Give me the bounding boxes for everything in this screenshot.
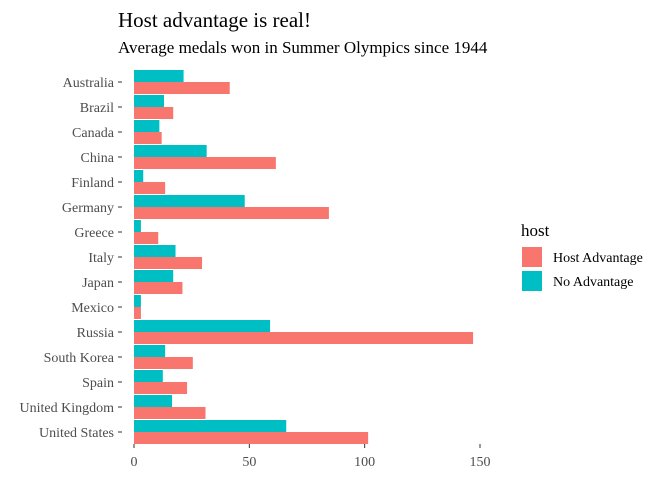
y-tick-label-united-kingdom: United Kingdom xyxy=(20,401,115,416)
legend-title: host xyxy=(521,221,550,240)
y-tick-label-united-states: United States xyxy=(39,426,114,441)
x-tick-label-100: 100 xyxy=(354,455,375,470)
bar-host-advantage-south-korea xyxy=(134,357,193,369)
y-tick-label-japan: Japan xyxy=(82,276,114,291)
bar-no-advantage-spain xyxy=(134,370,163,382)
bar-host-advantage-spain xyxy=(134,382,188,394)
y-tick-label-italy: Italy xyxy=(88,251,114,266)
y-tick-label-spain: Spain xyxy=(82,376,114,391)
bar-host-advantage-canada xyxy=(134,132,162,144)
chart-subtitle: Average medals won in Summer Olympics si… xyxy=(118,38,488,57)
bar-no-advantage-china xyxy=(134,145,207,157)
bar-no-advantage-russia xyxy=(134,320,271,332)
y-tick-label-mexico: Mexico xyxy=(71,301,114,316)
bar-no-advantage-germany xyxy=(134,195,245,207)
y-tick-label-south-korea: South Korea xyxy=(44,351,115,366)
y-tick-label-russia: Russia xyxy=(77,326,115,341)
y-axis: Australia Brazil Canada China Finland Germany… xyxy=(20,76,122,441)
bar-no-advantage-italy xyxy=(134,245,176,257)
y-tick-label-canada: Canada xyxy=(72,126,115,141)
bar-host-advantage-australia xyxy=(134,82,230,94)
bar-no-advantage-united-states xyxy=(134,420,287,432)
bar-host-advantage-germany xyxy=(134,207,329,219)
x-tick-label-0: 0 xyxy=(131,455,138,470)
bar-host-advantage-greece xyxy=(134,232,159,244)
y-tick-label-germany: Germany xyxy=(62,201,114,216)
legend-swatch-no-advantage xyxy=(522,271,542,291)
bar-host-advantage-italy xyxy=(134,257,203,269)
y-tick-label-greece: Greece xyxy=(74,226,114,241)
x-tick-label-150: 150 xyxy=(470,455,491,470)
bar-no-advantage-japan xyxy=(134,270,174,282)
y-tick-label-finland: Finland xyxy=(71,176,114,191)
x-tick-label-50: 50 xyxy=(242,455,256,470)
y-tick-label-australia: Australia xyxy=(63,76,115,91)
bar-no-advantage-canada xyxy=(134,120,160,132)
chart-title: Host advantage is real! xyxy=(118,8,311,32)
y-tick-label-brazil: Brazil xyxy=(80,101,114,116)
bar-no-advantage-brazil xyxy=(134,95,164,107)
legend-label-host-advantage: Host Advantage xyxy=(553,251,643,266)
bar-host-advantage-united-states xyxy=(134,432,369,444)
bar-host-advantage-united-kingdom xyxy=(134,407,206,419)
bar-host-advantage-japan xyxy=(134,282,183,294)
bar-no-advantage-united-kingdom xyxy=(134,395,173,407)
bar-no-advantage-greece xyxy=(134,220,141,232)
legend-label-no-advantage: No Advantage xyxy=(553,275,633,290)
legend: host Host Advantage No Advantage xyxy=(521,221,643,291)
bar-no-advantage-australia xyxy=(134,70,184,82)
y-tick-label-china: China xyxy=(81,151,115,166)
bar-host-advantage-china xyxy=(134,157,276,169)
bar-host-advantage-mexico xyxy=(134,307,141,319)
bar-host-advantage-brazil xyxy=(134,107,174,119)
bars-group xyxy=(134,70,474,444)
bar-no-advantage-mexico xyxy=(134,295,141,307)
bar-no-advantage-south-korea xyxy=(134,345,166,357)
x-axis: 0 50 100 150 xyxy=(131,444,491,470)
legend-swatch-host-advantage xyxy=(522,247,542,267)
bar-host-advantage-russia xyxy=(134,332,474,344)
bar-host-advantage-finland xyxy=(134,182,166,194)
bar-no-advantage-finland xyxy=(134,170,144,182)
